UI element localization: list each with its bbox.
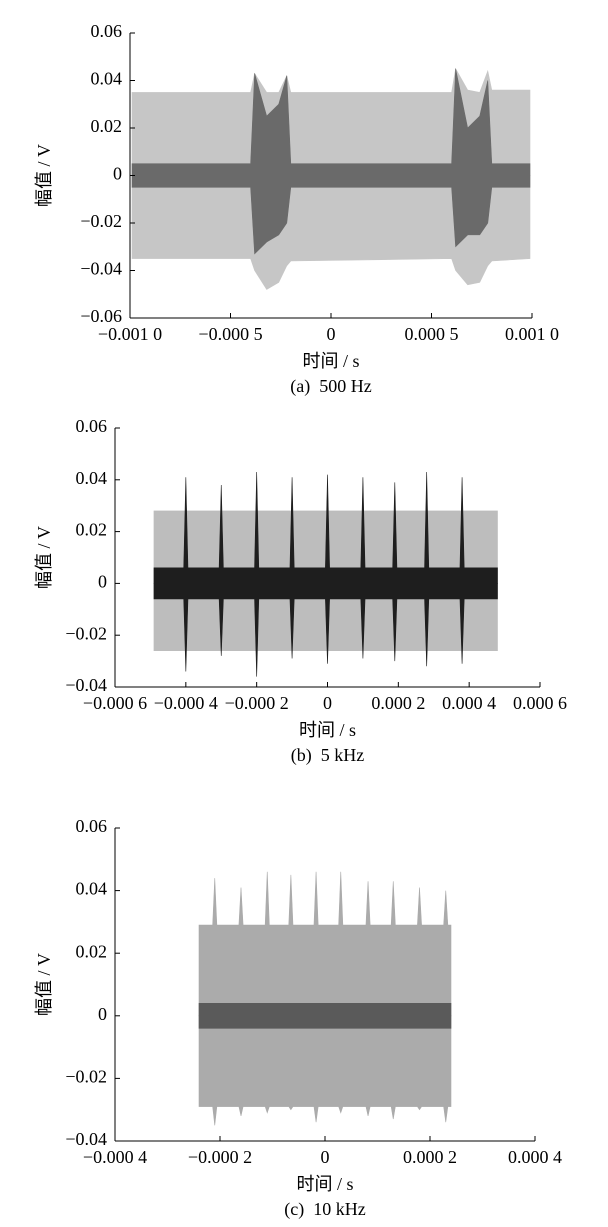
y-tick-label: 0 <box>98 572 107 592</box>
signal-envelope <box>198 871 452 1017</box>
signal-envelope <box>153 472 498 584</box>
caption: (b) 5 kHz <box>291 745 364 766</box>
signal-envelope <box>131 67 531 176</box>
y-tick-label: −0.04 <box>65 675 107 695</box>
signal-envelope <box>131 175 531 255</box>
x-tick-label: 0 <box>323 693 332 713</box>
signal-envelope <box>131 175 531 290</box>
y-tick-label: −0.02 <box>65 1067 107 1087</box>
signal-envelope <box>198 1015 452 1126</box>
x-tick-label: 0.001 0 <box>505 324 559 344</box>
x-tick-label: −0.000 4 <box>154 693 218 713</box>
y-tick-label: −0.04 <box>80 259 122 279</box>
x-tick-label: −0.001 0 <box>98 324 162 344</box>
x-tick-label: 0.000 6 <box>513 693 567 713</box>
signal-envelope <box>198 1002 452 1017</box>
y-tick-label: 0.04 <box>91 69 123 89</box>
x-tick-label: −0.000 4 <box>83 1147 147 1167</box>
y-tick-label: 0.02 <box>76 520 108 540</box>
y-axis-label: 幅值 / V <box>34 144 54 207</box>
x-axis-label: 时间 / s <box>302 351 359 371</box>
y-tick-label: −0.04 <box>65 1129 107 1149</box>
x-tick-label: 0 <box>321 1147 330 1167</box>
caption: (c) 10 kHz <box>284 1199 365 1220</box>
signal-envelope <box>153 583 498 677</box>
y-tick-label: 0.04 <box>76 879 108 899</box>
x-tick-label: −0.000 5 <box>198 324 262 344</box>
x-tick-label: 0 <box>327 324 336 344</box>
x-tick-label: 0.000 5 <box>405 324 459 344</box>
y-tick-label: 0 <box>113 164 122 184</box>
y-tick-label: 0.02 <box>91 116 123 136</box>
x-axis-label: 时间 / s <box>299 720 356 740</box>
x-tick-label: −0.000 6 <box>83 693 147 713</box>
signal-envelope <box>131 68 531 176</box>
x-axis-label: 时间 / s <box>296 1174 353 1194</box>
y-tick-label: 0.06 <box>76 416 108 436</box>
y-axis-label: 幅值 / V <box>34 526 54 589</box>
caption: (a) 500 Hz <box>290 376 371 397</box>
y-tick-label: −0.02 <box>65 623 107 643</box>
x-tick-label: 0.000 4 <box>442 693 496 713</box>
x-tick-label: −0.000 2 <box>188 1147 252 1167</box>
y-tick-label: 0 <box>98 1004 107 1024</box>
y-tick-label: −0.06 <box>80 306 122 326</box>
y-axis-label: 幅值 / V <box>34 953 54 1016</box>
x-tick-label: 0.000 4 <box>508 1147 562 1167</box>
x-tick-label: 0.000 2 <box>371 693 425 713</box>
y-tick-label: −0.02 <box>80 211 122 231</box>
y-tick-label: 0.02 <box>76 941 108 961</box>
y-tick-label: 0.06 <box>91 21 123 41</box>
signal-envelope <box>198 1015 452 1029</box>
y-tick-label: 0.06 <box>76 816 108 836</box>
x-tick-label: 0.000 2 <box>403 1147 457 1167</box>
y-tick-label: 0.04 <box>76 468 108 488</box>
x-tick-label: −0.000 2 <box>225 693 289 713</box>
